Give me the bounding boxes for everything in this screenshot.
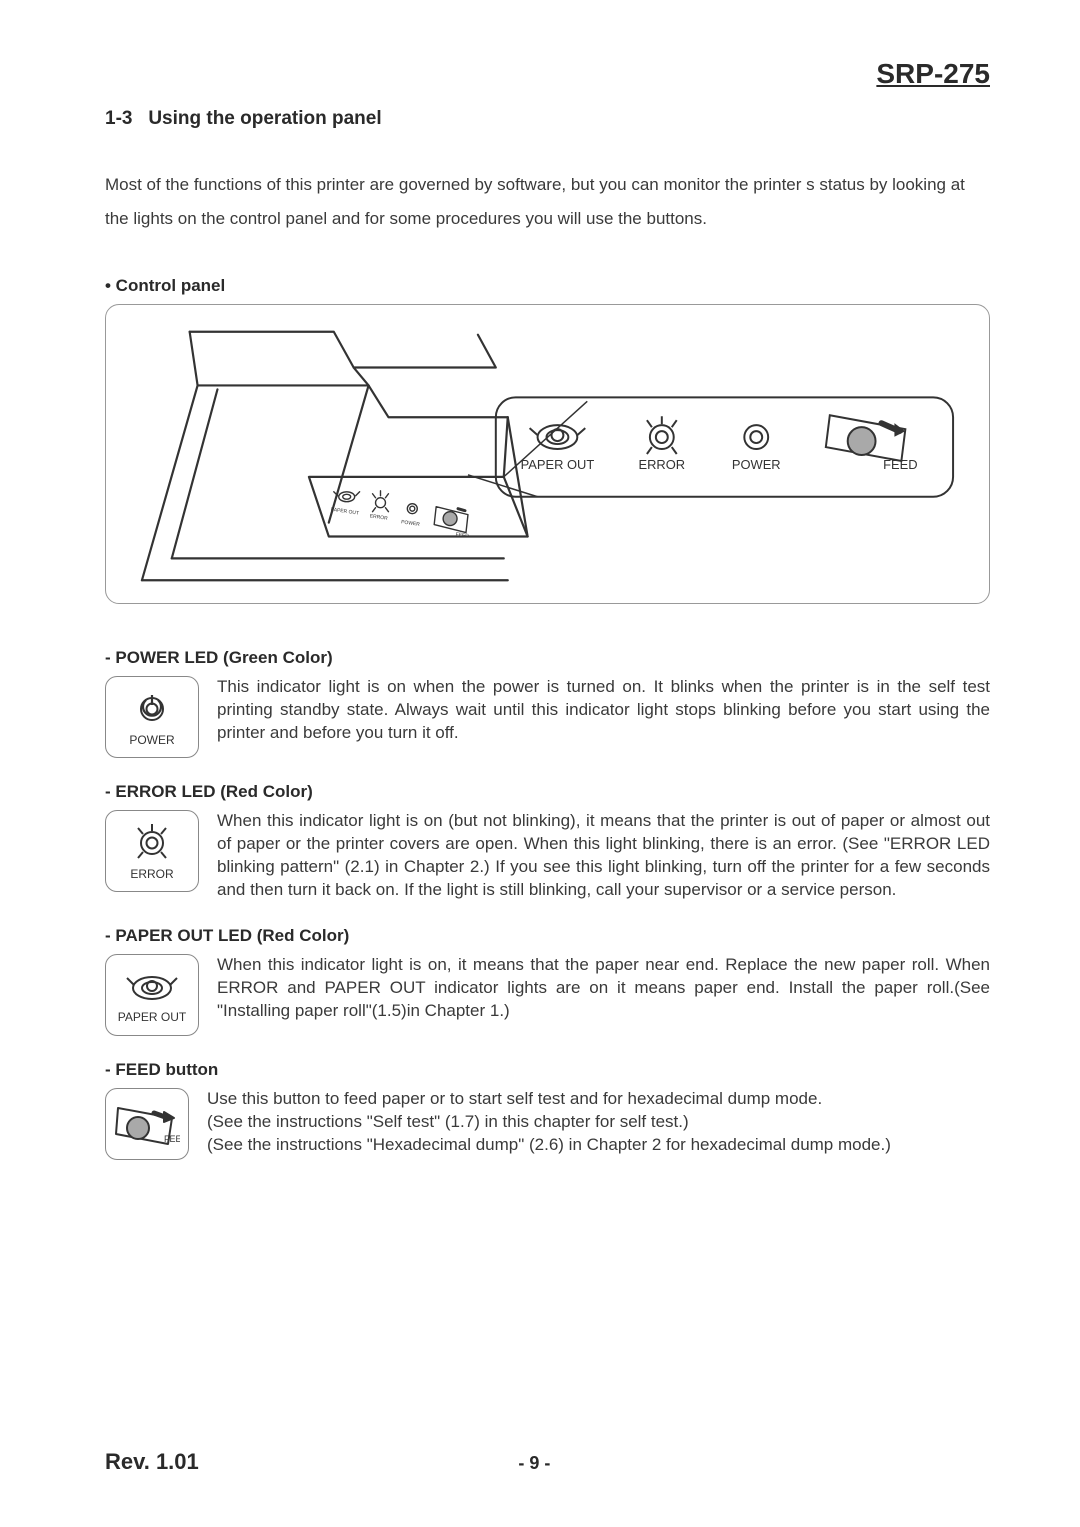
mini-label-paper-out: PAPER OUT	[330, 507, 359, 517]
callout-label-paper-out: PAPER OUT	[521, 457, 595, 472]
control-panel-diagram: PAPER OUT ERROR POWER FEED PAPER OUT	[105, 304, 990, 604]
page-footer: Rev. 1.01 - 9 -	[105, 1449, 990, 1475]
feed-line1: Use this button to feed paper or to star…	[207, 1089, 822, 1108]
power-led-icon-label: POWER	[129, 733, 174, 747]
callout-label-power: POWER	[732, 457, 781, 472]
section-title-text: Using the operation panel	[148, 108, 381, 129]
callout-label-error: ERROR	[639, 457, 686, 472]
feed-button-title: - FEED button	[105, 1060, 990, 1080]
feed-line2: (See the instructions "Self test" (1.7) …	[207, 1112, 689, 1131]
error-led-icon: ERROR	[105, 810, 199, 892]
section-number: 1-3	[105, 108, 132, 129]
feed-button-icon: FEED	[105, 1088, 189, 1160]
control-panel-heading: • Control panel	[105, 276, 990, 296]
feed-button-section: - FEED button FEED Use this button to fe…	[105, 1060, 990, 1160]
feed-line3: (See the instructions "Hexadecimal dump"…	[207, 1135, 891, 1154]
power-led-icon: POWER	[105, 676, 199, 758]
error-led-text: When this indicator light is on (but not…	[217, 810, 990, 902]
paper-out-led-section: - PAPER OUT LED (Red Color) PAPER OUT Wh…	[105, 926, 990, 1036]
error-led-title: - ERROR LED (Red Color)	[105, 782, 990, 802]
error-led-section: - ERROR LED (Red Color) ERROR When this …	[105, 782, 990, 902]
paper-out-led-icon: PAPER OUT	[105, 954, 199, 1036]
footer-page: - 9 -	[518, 1453, 550, 1474]
error-led-icon-label: ERROR	[130, 867, 173, 881]
intro-paragraph: Most of the functions of this printer ar…	[105, 168, 990, 236]
printer-diagram-svg: PAPER OUT ERROR POWER FEED PAPER OUT	[130, 319, 965, 589]
power-led-text: This indicator light is on when the powe…	[217, 676, 990, 745]
mini-label-feed: FEED	[455, 532, 469, 540]
power-led-title: - POWER LED (Green Color)	[105, 648, 990, 668]
callout-label-feed: FEED	[883, 457, 917, 472]
paper-out-led-text: When this indicator light is on, it mean…	[217, 954, 990, 1023]
feed-button-text: Use this button to feed paper or to star…	[207, 1088, 990, 1157]
paper-out-led-title: - PAPER OUT LED (Red Color)	[105, 926, 990, 946]
model-header: SRP-275	[105, 58, 990, 90]
feed-button-icon-label: FEED	[164, 1134, 180, 1144]
paper-out-led-icon-label: PAPER OUT	[118, 1010, 186, 1024]
mini-label-power: POWER	[401, 519, 421, 528]
section-title: 1-3 Using the operation panel	[105, 108, 990, 130]
footer-rev: Rev. 1.01	[105, 1449, 199, 1475]
power-led-section: - POWER LED (Green Color) POWER This ind…	[105, 648, 990, 758]
mini-label-error: ERROR	[369, 513, 388, 521]
